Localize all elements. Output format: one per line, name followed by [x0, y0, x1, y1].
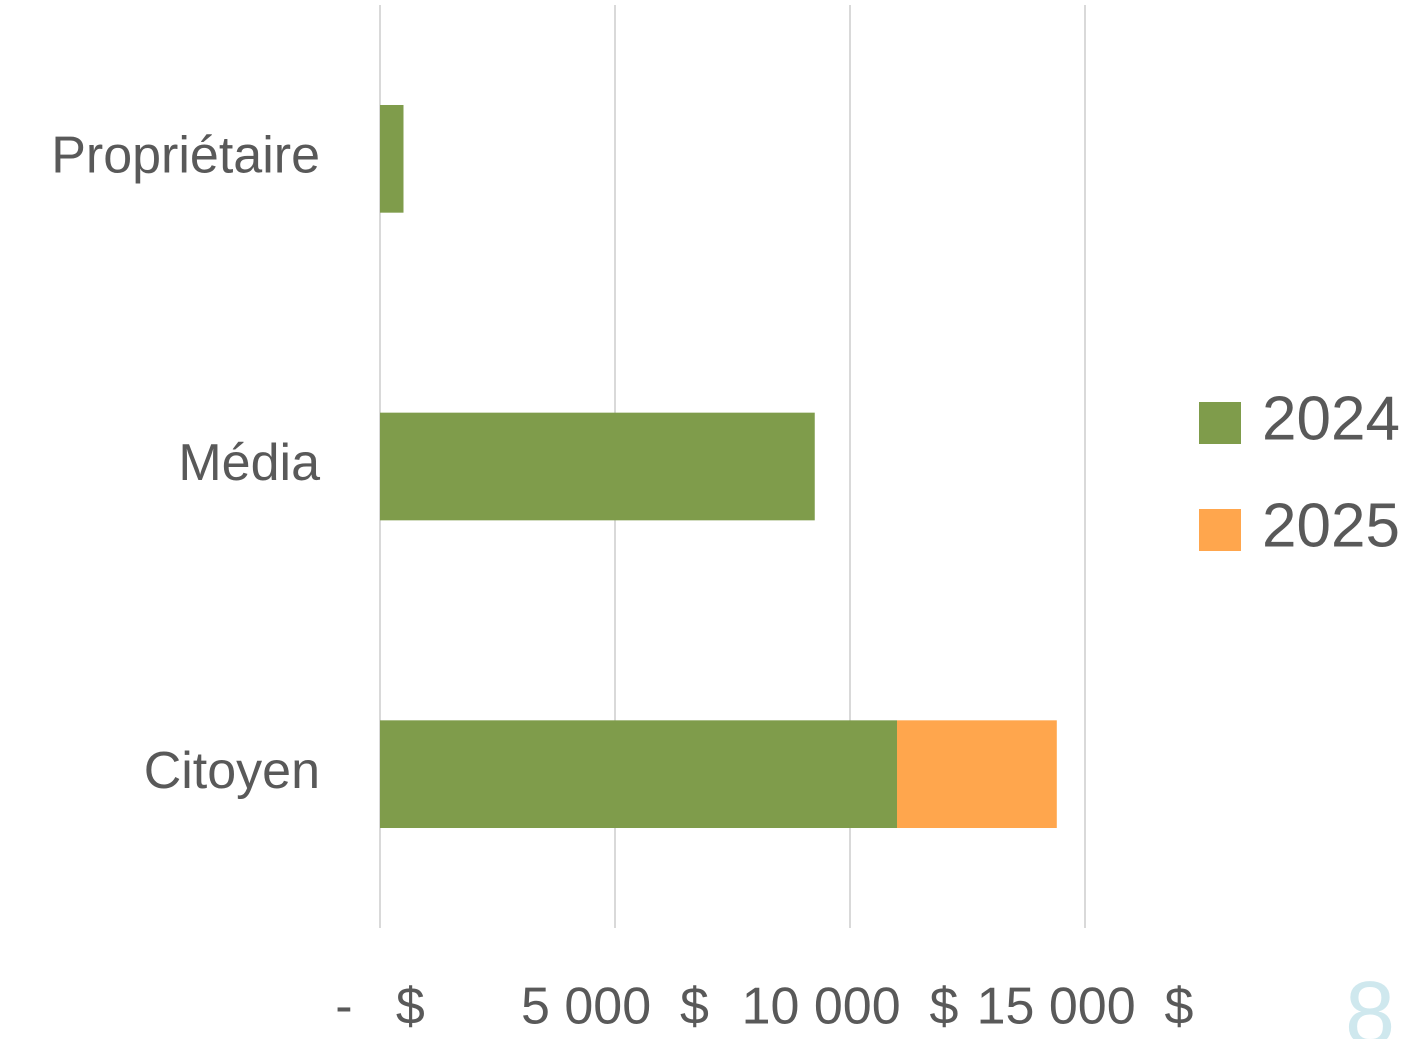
x-tick-label: 15 000 $	[977, 978, 1194, 1036]
x-tick-label: 10 000 $	[742, 978, 959, 1036]
legend-label: 2025	[1262, 491, 1400, 560]
category-label: Média	[178, 434, 320, 492]
bar	[897, 720, 1057, 829]
x-tick-label: 5 000 $	[521, 978, 709, 1036]
legend-swatch	[1199, 509, 1241, 551]
x-tick-label: - $	[335, 978, 425, 1036]
bar	[380, 412, 815, 521]
page-number: 8	[1345, 964, 1395, 1039]
category-label: Citoyen	[144, 742, 320, 800]
bar	[380, 720, 897, 829]
legend-swatch	[1199, 402, 1241, 444]
bar	[380, 104, 404, 213]
category-label: Propriétaire	[51, 127, 320, 185]
legend-label: 2024	[1262, 384, 1400, 453]
